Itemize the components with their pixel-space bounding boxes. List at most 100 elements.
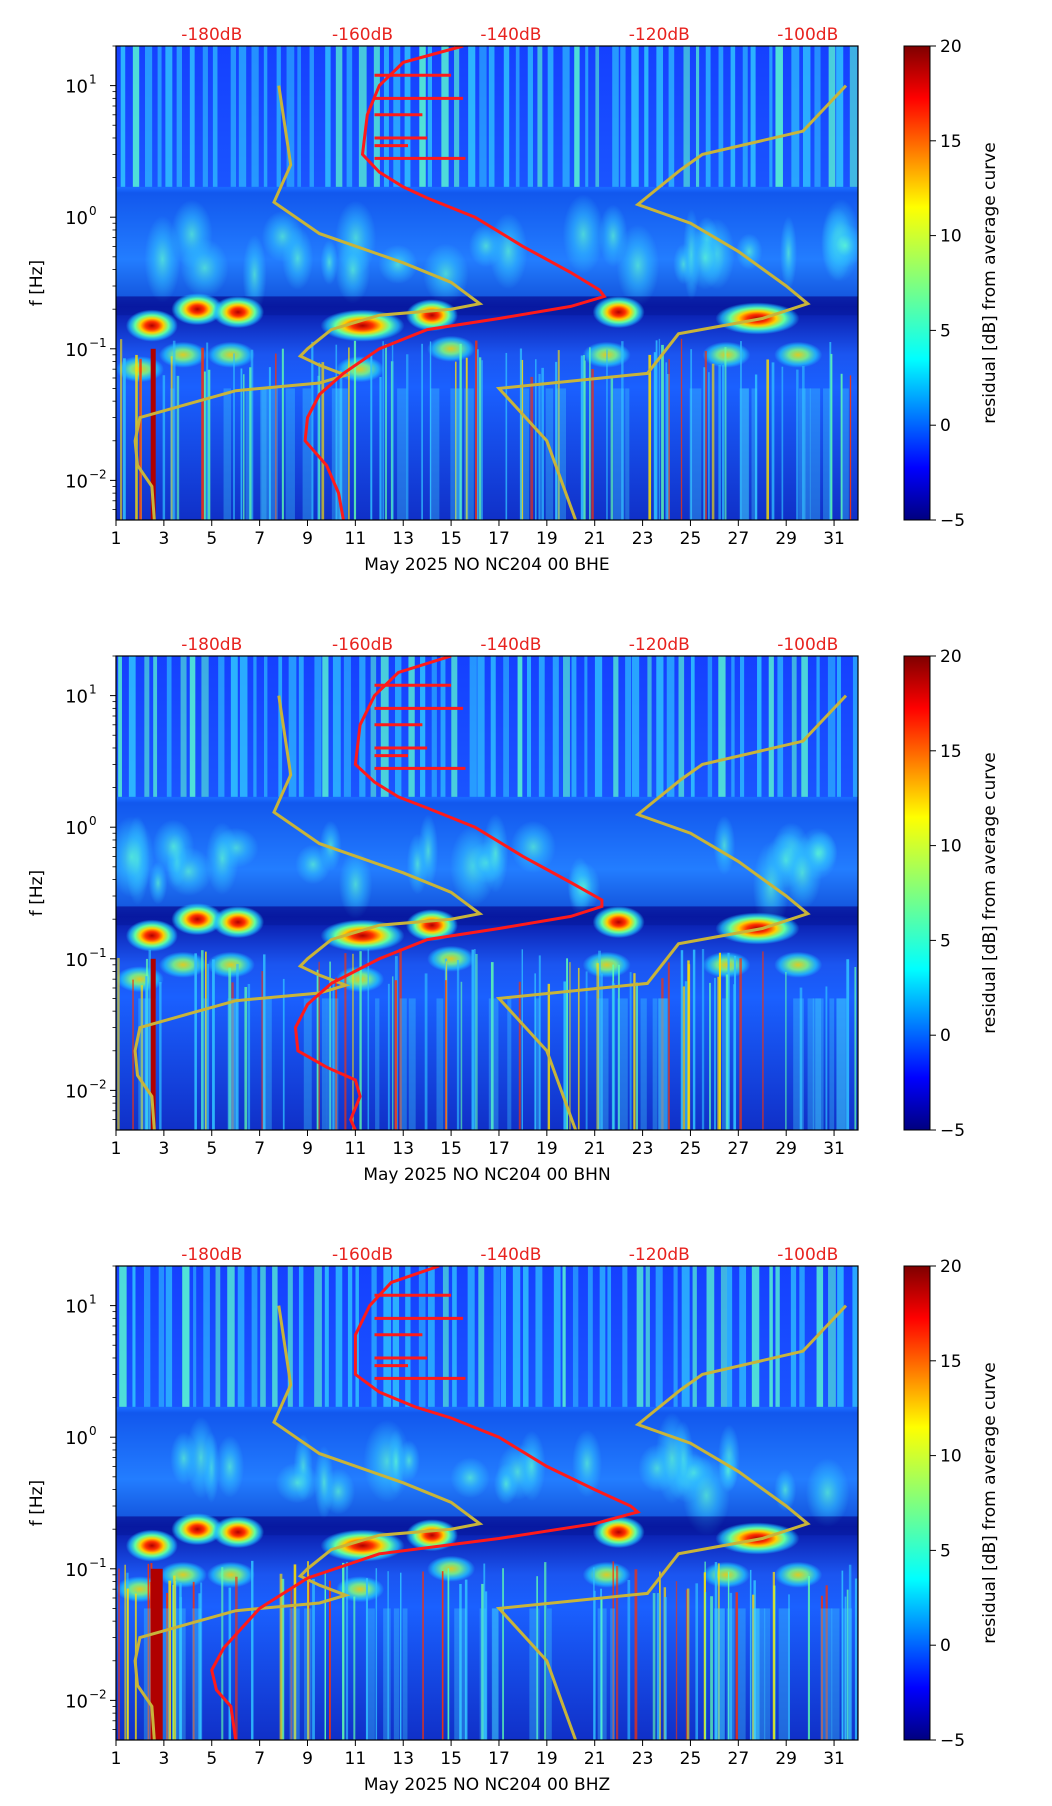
y-tick-exponent: −1 [89, 1556, 107, 1570]
texture-transient [140, 985, 144, 1130]
texture-transient [328, 1580, 331, 1740]
top-db-label: -140dB [480, 25, 541, 45]
reference-curve-1 [133, 695, 484, 1130]
texture-transient [207, 369, 211, 520]
texture-transient [741, 388, 750, 520]
texture-transient [316, 969, 319, 1130]
texture-transient [200, 1582, 203, 1740]
y-tick-exponent: 0 [89, 204, 97, 218]
texture-stripe [332, 656, 341, 797]
texture-transient [491, 1608, 499, 1740]
texture-transient [684, 981, 688, 1130]
texture-transient [659, 1571, 661, 1740]
texture-transient [397, 388, 407, 520]
texture-transient [718, 952, 721, 1130]
x-tick-label: 15 [440, 529, 462, 549]
texture-stripe [622, 1266, 628, 1407]
texture-transient [815, 998, 824, 1130]
top-db-label: -160dB [332, 635, 393, 655]
texture-stripe [678, 656, 685, 797]
texture-transient [591, 369, 594, 520]
texture-blob [206, 341, 255, 368]
texture-transient [335, 344, 338, 520]
texture-transient [557, 350, 560, 520]
texture-transient [117, 957, 120, 1130]
texture-blob [171, 1513, 224, 1546]
texture-transient [518, 981, 521, 1130]
texture-blob [206, 1561, 255, 1588]
texture-stripe [324, 1266, 329, 1407]
texture-transient [703, 367, 706, 520]
texture-blob [338, 849, 373, 920]
texture-stripe [503, 46, 510, 187]
texture-transient [145, 976, 148, 1130]
texture-stripe [335, 46, 343, 187]
texture-transient [751, 388, 758, 520]
texture-blob [713, 815, 736, 876]
texture-transient [456, 960, 460, 1130]
texture-stripe [359, 656, 366, 797]
texture-blob [702, 1561, 751, 1588]
texture-transient [289, 1608, 300, 1740]
texture-stripe [500, 1266, 507, 1407]
texture-blob [774, 341, 823, 368]
texture-transient [617, 998, 628, 1130]
texture-transient [261, 388, 267, 520]
colorbar-tick-label: 10 [940, 837, 962, 857]
texture-transient [375, 998, 380, 1130]
texture-transient [728, 958, 730, 1130]
texture-stripe [775, 1266, 780, 1407]
texture-transient [399, 948, 402, 1130]
texture-transient [228, 967, 232, 1130]
texture-blob [572, 1429, 603, 1498]
texture-stripe [683, 46, 690, 187]
plot-frame [115, 45, 859, 521]
texture-transient [714, 1608, 725, 1740]
texture-transient [534, 973, 537, 1130]
texture-transient [652, 1593, 656, 1740]
texture-blob [405, 909, 458, 942]
texture-blob [510, 820, 556, 873]
x-tick-label: 7 [254, 1139, 265, 1159]
texture-transient [739, 388, 749, 520]
texture-stripe [440, 656, 446, 797]
texture-transient [754, 374, 758, 520]
texture-transient [464, 388, 469, 520]
texture-transient [201, 347, 204, 520]
texture-stripe [673, 1266, 678, 1407]
x-tick-label: 23 [632, 1139, 654, 1159]
texture-transient [502, 1568, 504, 1740]
x-tick-label: 29 [775, 1139, 797, 1159]
texture-transient [682, 986, 686, 1130]
texture-transient [715, 1608, 725, 1740]
texture-stripe [251, 1266, 258, 1407]
texture-stripe [527, 46, 533, 187]
texture-transient [203, 371, 206, 520]
texture-transient [331, 388, 342, 520]
texture-transient [629, 972, 632, 1130]
reference-curve-1 [133, 1305, 484, 1740]
texture-stripe [852, 1266, 858, 1407]
y-tick-label: 10 [65, 1560, 88, 1581]
texture-stripe [157, 46, 162, 187]
texture-blob [320, 309, 405, 342]
top-db-label: -160dB [332, 1245, 393, 1265]
texture-transient [490, 962, 494, 1130]
x-tick-label: 23 [632, 1749, 654, 1769]
texture-transient [162, 375, 166, 520]
texture-stripe [128, 656, 136, 797]
texture-stripe [468, 46, 476, 187]
texture-transient [535, 359, 537, 520]
texture-transient [450, 388, 461, 520]
texture-transient [399, 998, 407, 1130]
texture-transient [454, 1608, 467, 1740]
texture-stripe [562, 1266, 566, 1407]
texture-transient [245, 388, 250, 520]
top-db-label: -120dB [629, 25, 690, 45]
y-tick-label: 10 [65, 471, 88, 492]
texture-blob [418, 814, 439, 889]
texture-transient [621, 341, 624, 520]
colorbar-tick-label: 5 [940, 931, 951, 951]
texture-stripe [751, 1266, 760, 1407]
